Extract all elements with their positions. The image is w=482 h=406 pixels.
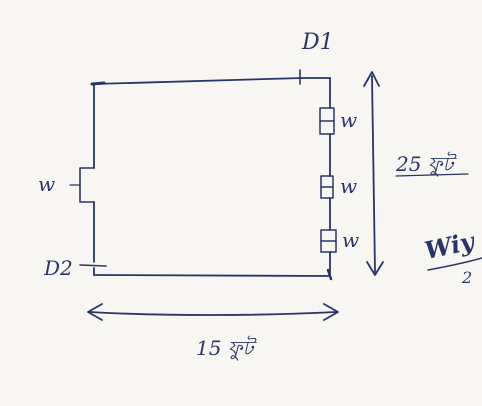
height-arrowhead-bottom — [366, 261, 384, 276]
width-dimension-line — [89, 311, 337, 316]
room-wall-top — [93, 77, 331, 85]
width-arrowhead-left — [87, 303, 103, 321]
corner-mark — [90, 81, 106, 86]
window-left-symbol — [79, 167, 95, 203]
room-wall-bottom — [93, 274, 331, 277]
side-note-fraction-bar — [427, 257, 482, 271]
height-dimension-line — [371, 75, 376, 273]
door-d2-mark — [79, 264, 107, 267]
window-right-1-symbol — [319, 107, 335, 135]
window-right-3-label: w — [342, 228, 360, 252]
window-right-1-label: w — [340, 108, 358, 132]
corner-mark — [326, 268, 333, 281]
window-right-3-symbol — [320, 229, 337, 253]
window-right-2-symbol — [320, 175, 334, 199]
height-label-underline — [395, 173, 469, 177]
height-arrowhead-top — [363, 71, 380, 87]
door-d2-label: D2 — [44, 256, 73, 280]
window-left-label: w — [38, 172, 56, 196]
height-dimension-label: 25 ফুট — [396, 152, 454, 176]
width-dimension-label: 15 ফুট — [196, 336, 254, 360]
side-note-denominator: 2 — [462, 268, 473, 287]
door-d1-label: D1 — [302, 30, 334, 55]
window-right-2-label: w — [340, 174, 358, 198]
width-arrowhead-right — [323, 303, 339, 321]
